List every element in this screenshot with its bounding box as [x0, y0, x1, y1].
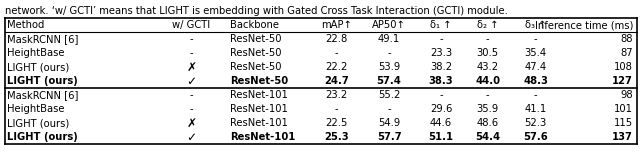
Text: 98: 98 [620, 90, 633, 100]
Text: 38.3: 38.3 [429, 76, 453, 86]
Text: 115: 115 [614, 118, 633, 128]
Text: -: - [189, 90, 193, 100]
Text: -: - [335, 104, 339, 114]
Text: 43.2: 43.2 [476, 62, 499, 72]
Text: 88: 88 [621, 34, 633, 44]
Text: -: - [335, 48, 339, 58]
Text: -: - [189, 48, 193, 58]
Text: 41.1: 41.1 [524, 104, 547, 114]
Text: 127: 127 [612, 76, 633, 86]
Text: 52.3: 52.3 [524, 118, 547, 128]
Text: ResNet-101: ResNet-101 [230, 90, 288, 100]
Text: ✓: ✓ [186, 75, 196, 87]
Text: 24.7: 24.7 [324, 76, 349, 86]
Text: 54.4: 54.4 [475, 132, 500, 142]
Text: ResNet-50: ResNet-50 [230, 34, 282, 44]
Text: w/ GCTI: w/ GCTI [172, 20, 211, 30]
Text: δ₂ ↑: δ₂ ↑ [477, 20, 499, 30]
Text: 44.0: 44.0 [475, 76, 500, 86]
Text: 35.9: 35.9 [476, 104, 499, 114]
Text: 23.2: 23.2 [325, 90, 348, 100]
Text: ResNet-50: ResNet-50 [230, 76, 288, 86]
Text: ResNet-101: ResNet-101 [230, 118, 288, 128]
Text: 57.7: 57.7 [377, 132, 401, 142]
Text: network. ‘w/ GCTI’ means that LIGHT is embedding with Gated Cross Task Interacti: network. ‘w/ GCTI’ means that LIGHT is e… [5, 6, 508, 16]
Text: δ₃ ↑: δ₃ ↑ [525, 20, 547, 30]
Text: Inference time (ms): Inference time (ms) [534, 20, 633, 30]
Text: 54.9: 54.9 [378, 118, 400, 128]
Text: -: - [439, 90, 443, 100]
Text: 57.6: 57.6 [523, 132, 548, 142]
Text: mAP↑: mAP↑ [321, 20, 352, 30]
Text: 35.4: 35.4 [524, 48, 547, 58]
Text: Method: Method [7, 20, 44, 30]
Text: -: - [534, 90, 538, 100]
Text: 44.6: 44.6 [430, 118, 452, 128]
Text: 51.1: 51.1 [428, 132, 454, 142]
Text: HeightBase: HeightBase [7, 104, 65, 114]
Text: -: - [387, 104, 391, 114]
Text: ResNet-50: ResNet-50 [230, 48, 282, 58]
Text: 22.5: 22.5 [325, 118, 348, 128]
Text: 53.9: 53.9 [378, 62, 400, 72]
Text: 49.1: 49.1 [378, 34, 400, 44]
Text: ResNet-101: ResNet-101 [230, 104, 288, 114]
Text: AP50↑: AP50↑ [372, 20, 406, 30]
Text: MaskRCNN [6]: MaskRCNN [6] [7, 34, 78, 44]
Text: 48.3: 48.3 [523, 76, 548, 86]
Text: 137: 137 [612, 132, 633, 142]
Text: ResNet-50: ResNet-50 [230, 62, 282, 72]
Text: 57.4: 57.4 [376, 76, 401, 86]
Text: 22.8: 22.8 [325, 34, 348, 44]
Text: 30.5: 30.5 [476, 48, 499, 58]
Text: Backbone: Backbone [230, 20, 279, 30]
Text: 29.6: 29.6 [430, 104, 452, 114]
Text: 101: 101 [614, 104, 633, 114]
Text: 38.2: 38.2 [430, 62, 452, 72]
Text: δ₁ ↑: δ₁ ↑ [430, 20, 452, 30]
Text: ✗: ✗ [186, 117, 196, 129]
Text: 87: 87 [620, 48, 633, 58]
Text: MaskRCNN [6]: MaskRCNN [6] [7, 90, 78, 100]
Text: 22.2: 22.2 [325, 62, 348, 72]
Text: LIGHT (ours): LIGHT (ours) [7, 76, 77, 86]
Text: ✓: ✓ [186, 130, 196, 143]
Text: HeightBase: HeightBase [7, 48, 65, 58]
Text: 25.3: 25.3 [324, 132, 349, 142]
Text: 48.6: 48.6 [476, 118, 499, 128]
Text: ✗: ✗ [186, 60, 196, 74]
Text: -: - [486, 90, 490, 100]
Text: -: - [189, 104, 193, 114]
Text: 55.2: 55.2 [378, 90, 400, 100]
Text: 47.4: 47.4 [524, 62, 547, 72]
Text: -: - [387, 48, 391, 58]
Text: LIGHT (ours): LIGHT (ours) [7, 132, 77, 142]
Text: -: - [439, 34, 443, 44]
Text: LIGHT (ours): LIGHT (ours) [7, 62, 69, 72]
Text: 23.3: 23.3 [430, 48, 452, 58]
Text: LIGHT (ours): LIGHT (ours) [7, 118, 69, 128]
Text: -: - [534, 34, 538, 44]
Text: 108: 108 [614, 62, 633, 72]
Text: -: - [486, 34, 490, 44]
Text: ResNet-101: ResNet-101 [230, 132, 296, 142]
Text: -: - [189, 34, 193, 44]
